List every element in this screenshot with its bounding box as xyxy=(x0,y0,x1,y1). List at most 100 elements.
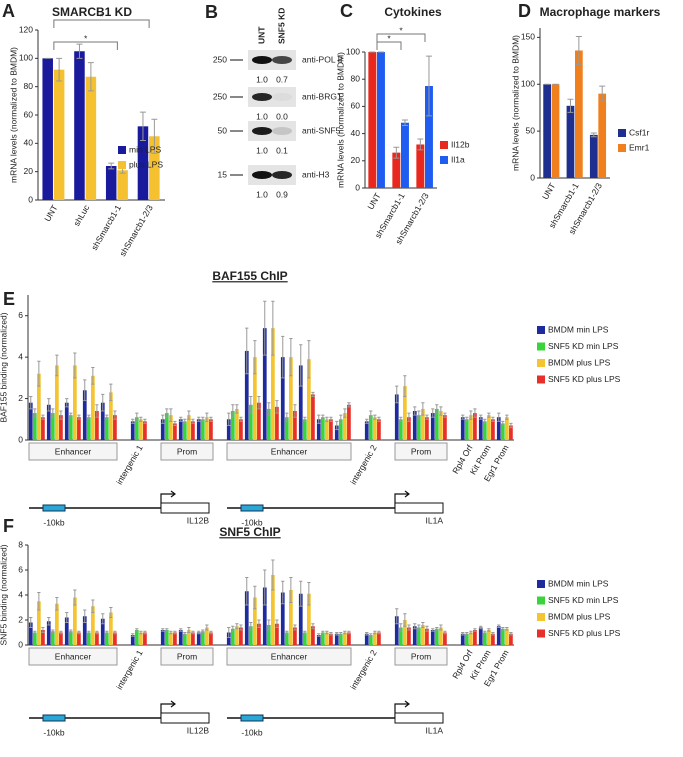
region-label: intergenic 1 xyxy=(114,443,145,486)
y-tick-label: 8 xyxy=(18,539,23,549)
error-bar xyxy=(335,632,339,636)
legend-label: Il12b xyxy=(451,139,470,149)
region-label: Enhancer xyxy=(55,651,92,661)
error-bar xyxy=(275,619,279,628)
error-bar xyxy=(205,412,209,422)
error-bar xyxy=(590,132,597,138)
error-bar xyxy=(307,340,311,379)
error-bar xyxy=(87,630,91,635)
bar xyxy=(235,408,239,440)
panel-letter: B xyxy=(205,2,218,22)
y-tick-label: 120 xyxy=(19,24,33,34)
band-quant: 1.0 xyxy=(256,111,268,121)
error-bar xyxy=(365,418,369,424)
bar xyxy=(302,632,307,645)
region-box xyxy=(226,647,352,666)
enhancer-element xyxy=(240,714,264,722)
bar xyxy=(113,415,117,440)
region-box xyxy=(28,647,118,666)
bar xyxy=(316,419,321,440)
bar xyxy=(209,419,213,440)
enhancer-element xyxy=(42,714,66,722)
error-bar xyxy=(95,630,99,635)
y-tick-label: 6 xyxy=(18,564,23,574)
bar xyxy=(205,417,209,440)
significance-star: * xyxy=(84,33,88,43)
bar xyxy=(64,402,69,440)
antibody-label: anti-H3 xyxy=(302,169,330,179)
bar xyxy=(311,626,315,645)
error-bar xyxy=(183,418,187,424)
legend-swatch xyxy=(618,129,626,137)
error-bar xyxy=(393,146,400,159)
error-bar xyxy=(417,624,421,631)
error-bar xyxy=(143,418,147,424)
error-bar xyxy=(267,402,271,416)
antibody-label: anti-SNF5 xyxy=(302,125,341,135)
bar xyxy=(403,620,407,645)
y-tick-label: 4 xyxy=(18,589,23,599)
bar xyxy=(543,84,551,178)
region-label: intergenic 1 xyxy=(114,648,145,691)
bar xyxy=(117,170,128,200)
lane-label: SNF5 KD xyxy=(276,8,286,44)
error-bar xyxy=(479,414,483,420)
bar xyxy=(320,632,325,645)
bar xyxy=(334,425,339,440)
y-tick-label: 60 xyxy=(24,109,34,119)
error-bar xyxy=(369,633,373,637)
error-bar xyxy=(425,625,429,632)
gene-label: -10kb xyxy=(241,517,263,527)
error-bar xyxy=(33,630,37,635)
bar xyxy=(187,415,191,440)
bar xyxy=(368,635,373,645)
bar xyxy=(226,632,231,645)
y-axis-label: SNF5 binding (normalized) xyxy=(0,544,8,645)
error-bar xyxy=(91,599,95,613)
error-bar xyxy=(307,582,311,606)
legend-swatch xyxy=(618,144,626,152)
error-bar xyxy=(179,416,183,422)
gene-label: -10kb xyxy=(43,727,65,737)
error-bar xyxy=(425,414,429,420)
marker-label: 250 xyxy=(213,91,227,101)
bar xyxy=(364,633,369,645)
bar xyxy=(262,587,267,645)
bar xyxy=(469,415,473,440)
error-bar xyxy=(339,632,343,636)
error-bar xyxy=(329,632,333,636)
error-bar xyxy=(407,412,411,422)
error-bar xyxy=(191,630,195,635)
error-bar xyxy=(187,627,191,633)
x-tick-label: shSmarcb1-2/3 xyxy=(117,203,155,258)
error-bar xyxy=(191,418,195,424)
error-bar xyxy=(293,624,297,631)
error-bar xyxy=(263,300,267,356)
legend-label: Il1a xyxy=(451,154,465,164)
error-bar xyxy=(369,410,373,420)
error-bar xyxy=(275,400,279,414)
blot-band xyxy=(272,171,292,179)
band-quant: 1.0 xyxy=(256,74,268,84)
bar xyxy=(368,415,373,440)
error-bar xyxy=(249,396,253,414)
error-bar xyxy=(509,632,513,636)
bar xyxy=(244,591,249,645)
gene-body xyxy=(394,712,444,724)
legend-label: SNF5 KD plus LPS xyxy=(548,628,621,638)
bar xyxy=(143,632,147,645)
gene-body xyxy=(394,502,444,514)
bar xyxy=(191,632,195,645)
error-bar xyxy=(377,630,381,635)
error-bar xyxy=(439,406,443,416)
bar xyxy=(173,423,177,440)
error-bar xyxy=(401,119,408,126)
error-bar xyxy=(399,623,403,632)
bar xyxy=(421,408,425,440)
region-box xyxy=(226,442,352,461)
error-bar xyxy=(575,35,582,66)
legend-swatch xyxy=(537,359,545,367)
marker-label: 15 xyxy=(218,169,228,179)
error-bar xyxy=(131,633,135,637)
error-bar xyxy=(509,422,513,429)
